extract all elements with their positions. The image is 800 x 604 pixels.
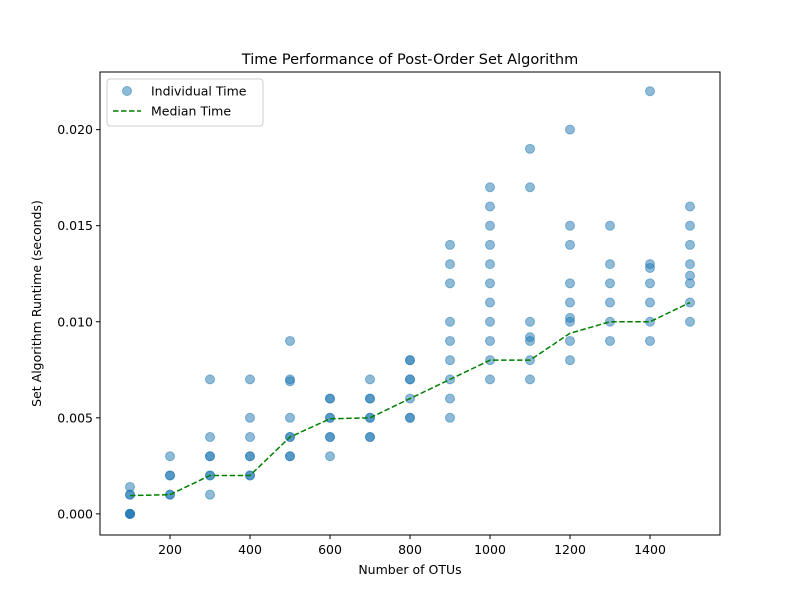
data-point [565, 335, 575, 346]
data-point [245, 432, 255, 443]
y-tick-label: 0.015 [57, 218, 93, 233]
data-point [485, 259, 495, 270]
data-point [165, 451, 175, 462]
plot-area [125, 86, 695, 519]
data-point [645, 259, 655, 270]
data-point [405, 412, 415, 423]
data-point [205, 489, 215, 500]
data-point [125, 508, 135, 519]
data-point [365, 393, 375, 404]
data-point [605, 335, 615, 346]
data-point [485, 220, 495, 231]
data-point [605, 297, 615, 308]
data-point [685, 270, 695, 281]
chart-title: Time Performance of Post-Order Set Algor… [241, 52, 578, 68]
data-point [445, 278, 455, 289]
x-tick-label: 1400 [634, 542, 666, 557]
data-point [645, 278, 655, 289]
data-point [685, 201, 695, 212]
axes-frame [99, 71, 721, 536]
median-line [129, 301, 691, 497]
y-tick-label: 0.005 [57, 410, 93, 425]
data-point [205, 374, 215, 385]
x-axis-ticks: 200 400 600 800 1000 1200 1400 [158, 535, 666, 557]
data-point [325, 432, 335, 443]
data-point [325, 451, 335, 462]
data-point [685, 316, 695, 327]
data-point [485, 201, 495, 212]
data-point [525, 374, 535, 385]
data-point [485, 182, 495, 193]
data-point [325, 393, 335, 404]
data-point [245, 451, 255, 462]
data-point [245, 412, 255, 423]
x-tick-label: 1200 [554, 542, 586, 557]
data-point [525, 316, 535, 327]
data-point [285, 376, 295, 387]
data-point [285, 335, 295, 346]
data-point [445, 393, 455, 404]
x-tick-label: 800 [398, 542, 422, 557]
legend: Individual Time Median Time [106, 78, 264, 127]
data-point [245, 374, 255, 385]
data-point [565, 355, 575, 366]
data-point [365, 432, 375, 443]
legend-label-median: Median Time [151, 104, 231, 119]
data-point [525, 332, 535, 343]
data-point [485, 316, 495, 327]
data-point [565, 278, 575, 289]
data-point [405, 355, 415, 366]
data-point [285, 451, 295, 462]
data-point [445, 335, 455, 346]
data-point [165, 470, 175, 481]
data-point [645, 297, 655, 308]
x-axis-label: Number of OTUs [358, 562, 461, 577]
data-point [485, 297, 495, 308]
data-point [445, 239, 455, 250]
data-point [485, 278, 495, 289]
data-point [685, 220, 695, 231]
data-point [565, 124, 575, 135]
data-point [205, 451, 215, 462]
y-axis-label: Set Algorithm Runtime (seconds) [29, 200, 44, 407]
x-tick-label: 400 [238, 542, 262, 557]
data-point [445, 412, 455, 423]
legend-box [106, 78, 264, 127]
data-point [445, 259, 455, 270]
data-point [525, 182, 535, 193]
data-point [485, 239, 495, 250]
data-point [605, 220, 615, 231]
data-point [565, 220, 575, 231]
data-point [645, 86, 655, 97]
data-point [205, 432, 215, 443]
data-point [565, 239, 575, 250]
data-point [445, 316, 455, 327]
y-tick-label: 0.020 [57, 122, 93, 137]
legend-scatter-marker [122, 86, 132, 96]
data-point [125, 481, 135, 492]
y-tick-label: 0.000 [57, 506, 93, 521]
data-point [485, 335, 495, 346]
legend-label-individual: Individual Time [151, 84, 247, 99]
x-tick-label: 200 [158, 542, 182, 557]
data-point [525, 143, 535, 154]
y-axis-ticks: 0.000 0.005 0.010 0.015 0.020 [57, 122, 100, 521]
data-point [485, 374, 495, 385]
x-tick-label: 1000 [474, 542, 506, 557]
data-point [285, 412, 295, 423]
data-point [685, 239, 695, 250]
data-point [445, 355, 455, 366]
data-point [645, 335, 655, 346]
y-tick-label: 0.010 [57, 314, 93, 329]
data-point [605, 278, 615, 289]
data-point [365, 374, 375, 385]
data-point [405, 374, 415, 385]
data-point [565, 312, 575, 323]
x-tick-label: 600 [318, 542, 342, 557]
data-point [605, 259, 615, 270]
data-point [685, 259, 695, 270]
data-point [565, 297, 575, 308]
